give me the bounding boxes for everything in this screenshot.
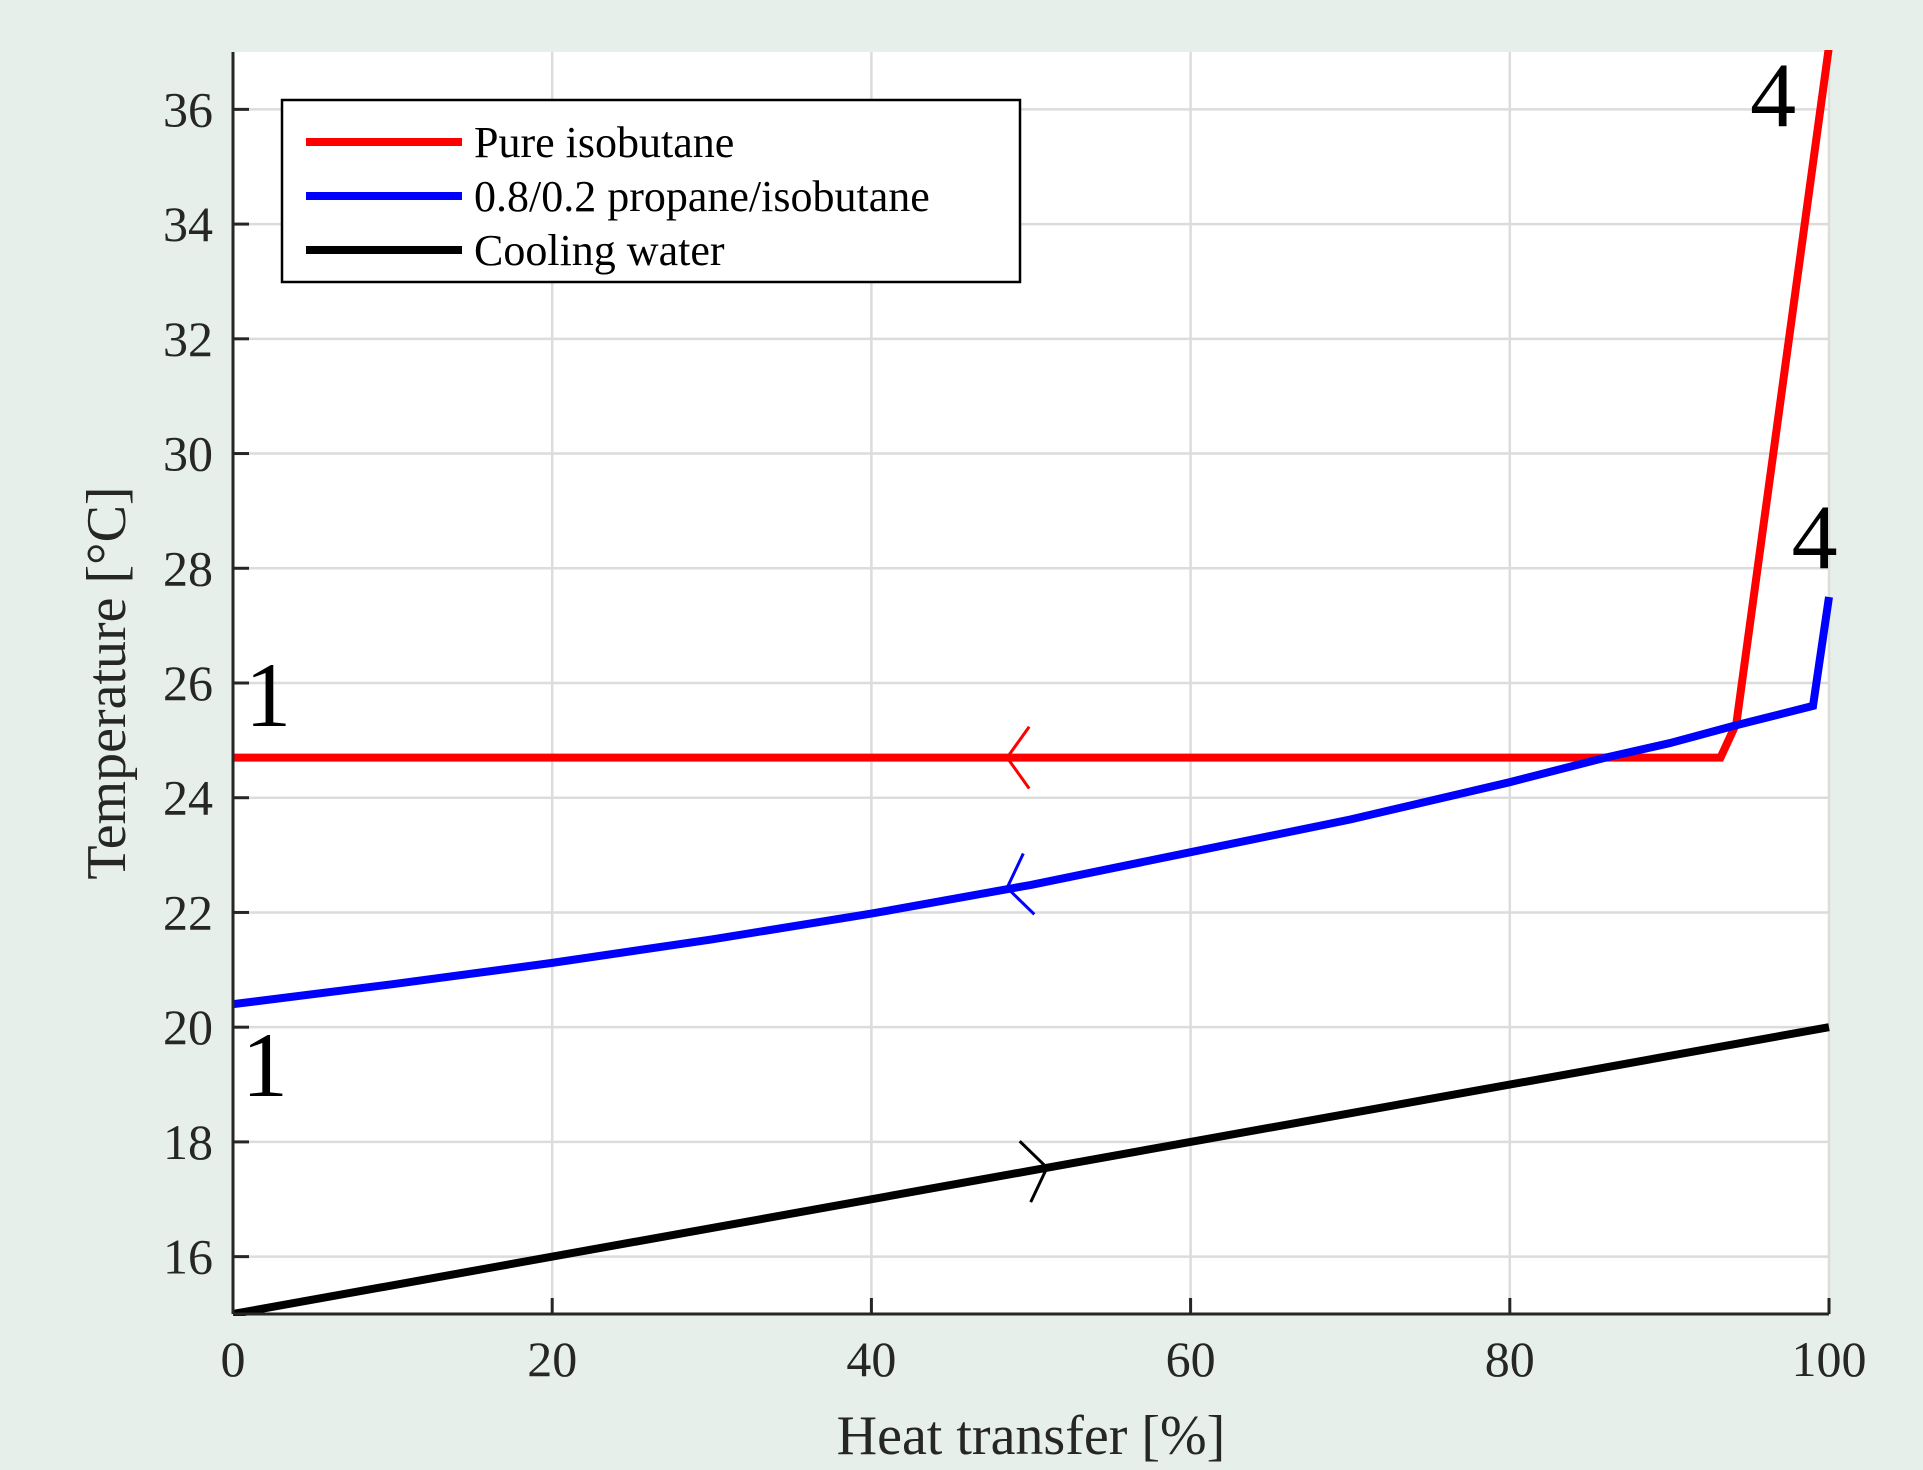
x-tick-label: 80 — [1485, 1331, 1535, 1387]
x-tick-label: 0 — [221, 1331, 246, 1387]
y-tick-label: 22 — [163, 884, 213, 940]
annotations: 1 4 1 4 — [242, 45, 1838, 1116]
x-tick-label: 40 — [846, 1331, 896, 1387]
y-axis-label: Temperature [°C] — [76, 486, 138, 879]
direction-arrow-2 — [1018, 1140, 1049, 1203]
point-label: 1 — [245, 644, 291, 746]
legend-entry: Pure isobutane — [474, 118, 734, 167]
point-label: 4 — [1750, 45, 1796, 147]
x-tick-label: 60 — [1166, 1331, 1216, 1387]
tick-labels: 0 20 40 60 80 100 16 18 20 22 24 26 28 30 32 34 36 — [163, 81, 1867, 1387]
y-tick-label: 24 — [163, 770, 213, 826]
series-line-0 — [233, 50, 1833, 762]
x-tick-label: 100 — [1792, 1331, 1867, 1387]
legend-entry: 0.8/0.2 propane/isobutane — [474, 172, 930, 221]
axes — [231, 52, 1831, 1316]
y-tick-label: 16 — [163, 1229, 213, 1285]
grid — [233, 52, 1831, 1314]
series-line-2 — [233, 1023, 1830, 1316]
direction-arrow-0 — [1005, 725, 1031, 790]
point-label: 4 — [1792, 486, 1838, 588]
y-tick-label: 36 — [163, 81, 213, 137]
direction-arrow-1 — [1005, 852, 1036, 916]
x-tick-label: 20 — [527, 1331, 577, 1387]
y-tick-label: 34 — [163, 196, 213, 252]
y-tick-label: 26 — [163, 655, 213, 711]
legend: Pure isobutane 0.8/0.2 propane/isobutane C… — [280, 98, 1022, 284]
y-tick-label: 32 — [163, 311, 213, 367]
legend-entry: Cooling water — [474, 226, 725, 275]
y-tick-label: 18 — [163, 1114, 213, 1170]
x-axis-label: Heat transfer [%] — [837, 1405, 1226, 1467]
y-tick-label: 30 — [163, 426, 213, 482]
y-tick-label: 28 — [163, 540, 213, 596]
series-lines — [233, 50, 1833, 1316]
y-tick-label: 20 — [163, 999, 213, 1055]
series-line-1 — [233, 596, 1833, 1009]
point-label: 1 — [242, 1014, 288, 1116]
